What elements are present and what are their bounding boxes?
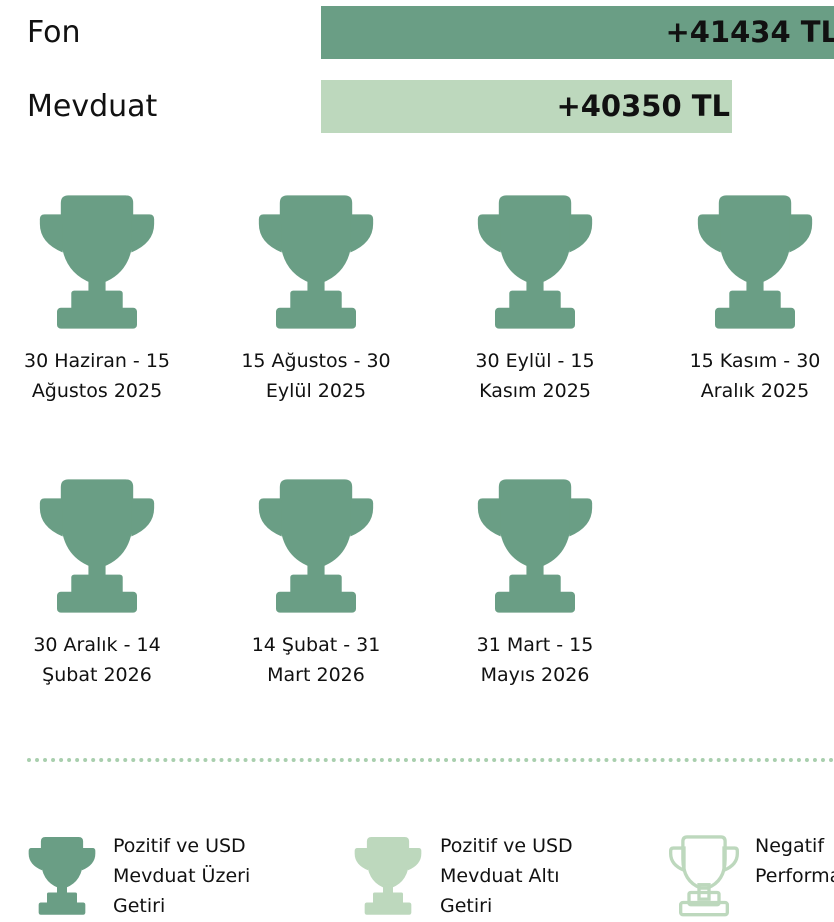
divider [27,758,834,762]
bar: +40350 TL [321,80,732,133]
trophy-icon [258,195,374,329]
trophy-icon [354,836,422,915]
legend-text: Getiri [113,895,166,917]
period-label: Şubat 2026 [42,664,152,686]
bar-label: Fon [27,15,81,50]
period-label: Kasım 2025 [479,380,591,402]
trophy-icon [258,479,374,613]
trophy-icon [477,479,593,613]
trophy-icon [477,195,593,329]
period-label: Eylül 2025 [265,380,367,402]
period-label: 31 Mart - 15 [476,634,594,656]
period-label: Ağustos 2025 [31,380,163,402]
legend-text: Pozitif ve USD [113,835,246,857]
bar: +41434 TL [321,6,834,59]
period-label: 15 Ağustos - 30 [241,350,391,372]
period-label: 30 Haziran - 15 [23,350,170,372]
period-label: Mart 2026 [267,664,365,686]
legend-text: Getiri [440,895,493,917]
period-label: Mayıs 2026 [480,664,590,686]
legend-text: Performans [755,865,834,887]
trophy-icon [697,195,813,329]
legend-text: Mevduat Üzeri [113,865,251,887]
legend-text: Pozitif ve USD [440,835,573,857]
legend-text: Mevduat Altı [440,865,560,887]
legend-text: Negatif [755,835,825,857]
period-label: 15 Kasım - 30 [689,350,821,372]
bar-label: Mevduat [27,89,158,124]
trophy-icon [39,195,155,329]
period-label: 30 Eylül - 15 [475,350,595,372]
trophy-icon [669,835,739,917]
period-label: 30 Aralık - 14 [33,634,161,656]
trophy-icon [39,479,155,613]
period-label: 14 Şubat - 31 [251,634,381,656]
trophy-icon [28,836,96,915]
period-label: Aralık 2025 [700,380,810,402]
